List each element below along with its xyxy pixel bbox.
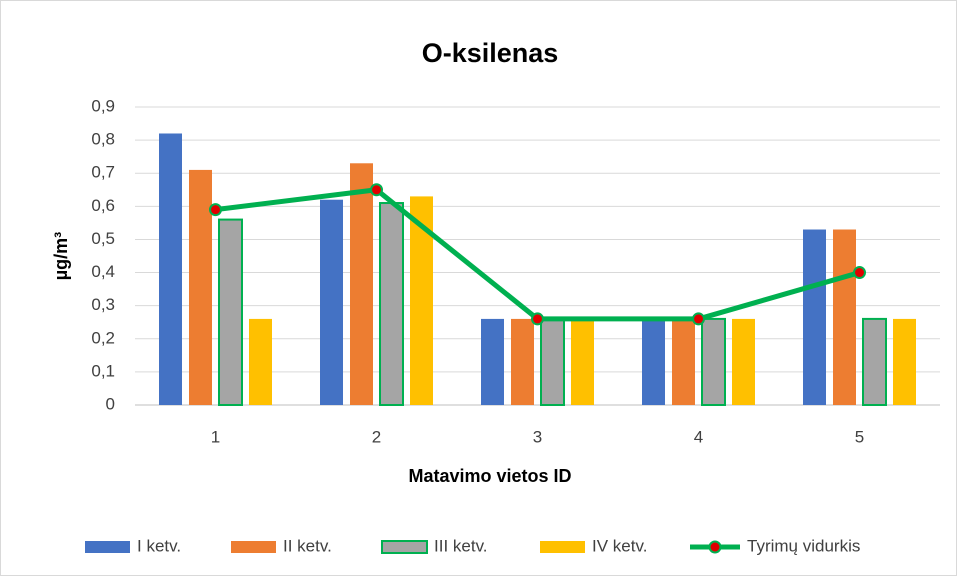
line-marker <box>209 203 222 217</box>
y-tick-label: 0,9 <box>91 96 115 115</box>
legend-swatch-marker <box>708 540 722 554</box>
y-tick-label: 0,8 <box>91 130 115 149</box>
legend-swatch <box>85 541 130 553</box>
y-tick-label: 0,2 <box>91 328 115 347</box>
legend-label: Tyrimų vidurkis <box>747 536 860 555</box>
y-tick-label: 0,5 <box>91 229 115 248</box>
line-marker <box>531 312 544 326</box>
bar <box>642 318 665 405</box>
bar <box>833 229 856 405</box>
bar <box>540 317 565 406</box>
bar <box>159 133 182 405</box>
bar <box>379 202 404 406</box>
bar <box>218 218 243 406</box>
y-tick-label: 0,4 <box>91 262 115 281</box>
x-tick-label: 5 <box>855 427 864 446</box>
legend-label: I ketv. <box>137 536 181 555</box>
x-tick-label: 1 <box>211 427 220 446</box>
y-axis-label: µg/m³ <box>51 232 71 280</box>
x-tick-label: 4 <box>694 427 703 446</box>
legend-swatch <box>231 541 276 553</box>
x-tick-label: 2 <box>372 427 381 446</box>
bar <box>893 318 916 405</box>
bar <box>732 318 755 405</box>
legend-swatch <box>540 541 585 553</box>
legend-swatch <box>381 540 428 554</box>
chart-title: O-ksilenas <box>422 38 559 68</box>
bar <box>481 318 504 405</box>
bar <box>511 318 534 405</box>
line-marker <box>370 183 383 197</box>
y-tick-label: 0 <box>106 394 115 413</box>
y-tick-label: 0,6 <box>91 196 115 215</box>
y-tick-label: 0,3 <box>91 295 115 314</box>
legend-label: II ketv. <box>283 536 332 555</box>
legend-label: IV ketv. <box>592 536 647 555</box>
bar <box>701 317 726 406</box>
legend-label: III ketv. <box>434 536 488 555</box>
x-tick-label: 3 <box>533 427 542 446</box>
y-tick-label: 0,7 <box>91 163 115 182</box>
x-axis-label: Matavimo vietos ID <box>408 466 571 486</box>
line-marker <box>692 312 705 326</box>
line-marker <box>853 266 866 280</box>
bar <box>320 199 343 405</box>
bar <box>803 229 826 405</box>
bar <box>571 318 594 405</box>
bar <box>249 318 272 405</box>
bar <box>189 169 212 405</box>
bar <box>350 163 373 405</box>
bar <box>672 318 695 405</box>
y-tick-label: 0,1 <box>91 361 115 380</box>
bar <box>410 196 433 405</box>
bar <box>862 317 887 406</box>
